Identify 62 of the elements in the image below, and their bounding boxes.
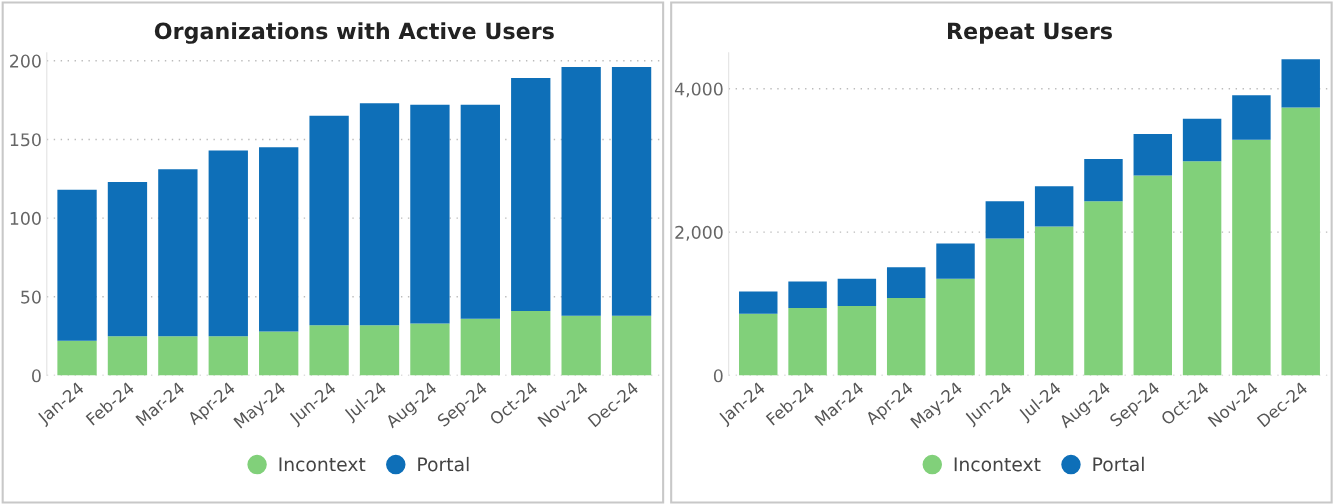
bar [460, 318, 500, 376]
bar [739, 291, 778, 314]
y-tick-label: 2,000 [675, 225, 723, 241]
bar [259, 331, 299, 376]
y-tick-label: 150 [10, 133, 41, 147]
y-tick-label: 200 [10, 54, 41, 68]
bar [1084, 159, 1123, 202]
bar [1281, 59, 1320, 108]
bar [985, 201, 1025, 239]
legend-label: Portal [1093, 456, 1144, 472]
legend-label: Portal [418, 456, 469, 472]
bar [561, 67, 601, 316]
bar [107, 181, 148, 337]
y-tick-label: 4,000 [674, 82, 723, 98]
bar [158, 169, 198, 337]
bar [1281, 107, 1320, 376]
bar [259, 147, 299, 332]
y-tick-label: 0 [713, 369, 723, 383]
bar [611, 315, 652, 376]
legend-label: Incontext [279, 457, 366, 472]
bar [936, 278, 975, 376]
bar [208, 336, 248, 376]
bar [1034, 226, 1074, 376]
bar [788, 281, 827, 309]
legend-label: Incontext [954, 457, 1041, 472]
bar [107, 336, 148, 376]
bar [1133, 175, 1173, 376]
bar [561, 315, 601, 376]
bar [359, 103, 400, 326]
bar [611, 67, 652, 316]
bar [936, 243, 975, 279]
bar [158, 336, 198, 376]
bar [1034, 186, 1074, 227]
bar [410, 323, 450, 376]
bar [511, 310, 551, 376]
bar [410, 104, 450, 324]
bar [309, 325, 349, 376]
bar [837, 278, 877, 306]
y-tick-label: 100 [10, 211, 41, 225]
bar [460, 104, 500, 319]
bar [788, 308, 827, 376]
bar [1084, 201, 1123, 376]
bar [1182, 161, 1222, 376]
y-tick-label: 50 [21, 290, 41, 304]
bar [886, 267, 926, 299]
bar [309, 115, 349, 326]
bar [985, 238, 1025, 376]
chart-title: Organizations with Active Users [154, 22, 554, 44]
y-tick-label: 0 [32, 369, 41, 383]
bar [886, 298, 926, 376]
bar [57, 189, 97, 341]
bar [739, 313, 778, 376]
bar [1182, 118, 1222, 162]
bar [208, 150, 248, 337]
bar [57, 340, 97, 376]
bar [1232, 95, 1271, 140]
bar [1232, 139, 1271, 376]
bar [837, 305, 877, 376]
chart-title: Repeat Users [948, 22, 1112, 44]
bar [359, 325, 400, 376]
bar [511, 78, 551, 311]
bar [1133, 133, 1173, 176]
